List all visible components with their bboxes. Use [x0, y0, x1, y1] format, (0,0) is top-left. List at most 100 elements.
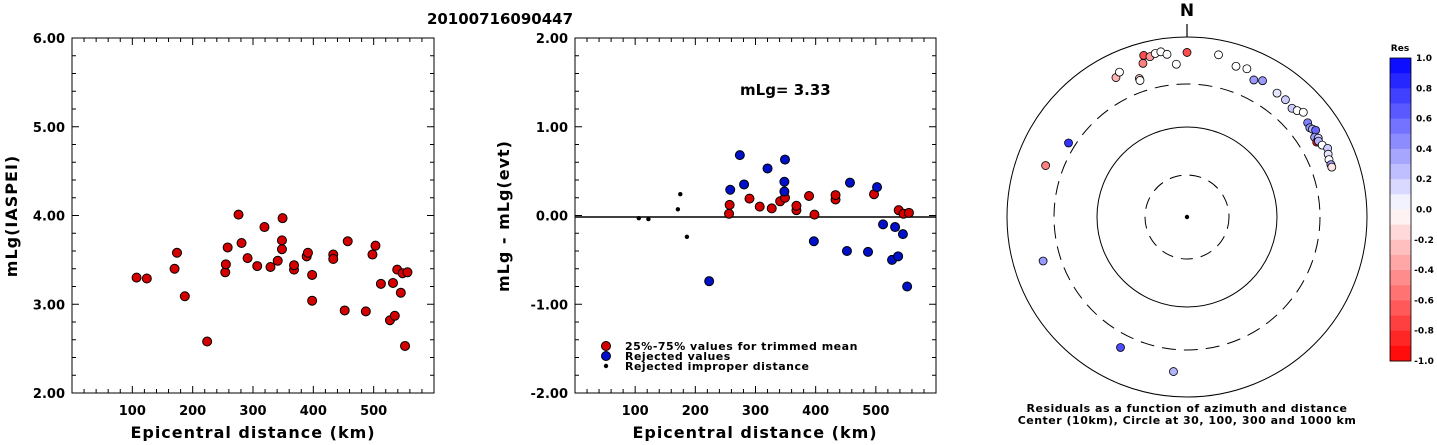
data-point	[169, 263, 180, 274]
colorbar-cell	[1390, 285, 1411, 301]
y-tick-label: 2.00	[33, 387, 65, 402]
y-axis-label: mLg - mLg(evt)	[494, 140, 513, 292]
ring-30km	[1144, 174, 1230, 260]
data-point	[744, 193, 755, 204]
x-tick-label: 400	[300, 404, 327, 419]
colorbar-cell	[1390, 88, 1411, 104]
colorbar-label: 0.4	[1416, 145, 1432, 155]
x-axis-label: Epicentral distance (km)	[632, 423, 877, 441]
x-tick-label: 200	[682, 404, 709, 419]
colorbar-cell	[1390, 179, 1411, 195]
data-point	[342, 236, 353, 247]
x-axis-label: Epicentral distance (km)	[130, 423, 375, 441]
data-point	[902, 281, 913, 292]
residual-point	[1135, 76, 1145, 85]
residual-point	[1038, 256, 1048, 266]
x-tick-label: 400	[802, 404, 829, 419]
y-tick-label: 4.00	[33, 210, 65, 225]
data-point	[878, 219, 889, 230]
colorbar-cell	[1390, 330, 1411, 347]
data-point	[809, 209, 820, 220]
data-point	[678, 192, 683, 197]
data-point	[389, 310, 400, 321]
residual-point	[1231, 61, 1241, 71]
colorbar-cell	[1390, 224, 1411, 241]
data-point	[276, 235, 287, 246]
residual-point	[1138, 58, 1148, 68]
data-point	[893, 251, 904, 262]
colorbar-cell	[1390, 270, 1411, 286]
residual-point	[1249, 75, 1259, 85]
data-point	[233, 209, 244, 220]
y-tick-label: 3.00	[33, 298, 65, 313]
legend-label: 25%-75% values for trimmed mean	[625, 340, 858, 353]
data-point	[367, 249, 378, 260]
data-point	[872, 182, 883, 193]
colorbar-cell	[1390, 148, 1411, 165]
data-point	[395, 287, 406, 298]
residual-point	[1041, 161, 1051, 170]
residual-point	[1162, 49, 1172, 59]
data-point	[636, 215, 641, 221]
data-point	[402, 267, 413, 278]
colorbar-cell	[1390, 118, 1411, 135]
data-point	[830, 190, 841, 201]
data-point	[252, 261, 263, 272]
y-tick-label: 2.00	[536, 32, 568, 47]
legend-label: Rejected improper distance	[625, 360, 809, 373]
colorbar-cell	[1390, 58, 1411, 74]
y-tick-label: 0.00	[536, 210, 568, 225]
colorbar-label: 0.6	[1416, 115, 1432, 125]
data-point	[841, 246, 852, 256]
colorbar-cell	[1390, 103, 1411, 120]
residual-point	[1214, 50, 1223, 60]
y-tick-label: -1.00	[531, 298, 568, 313]
caption-line-1: Residuals as a function of azimuth and d…	[1027, 402, 1348, 415]
azimuth-residual-plot: N Residuals as a function of azimuth and…	[1006, 1, 1368, 427]
colorbar-label: 0.2	[1416, 175, 1432, 185]
y-tick-label: 5.00	[33, 121, 65, 136]
data-point	[762, 163, 773, 174]
x-tick-label: 300	[742, 404, 769, 419]
residual-point	[1242, 64, 1252, 74]
data-point	[236, 238, 247, 249]
colorbar-title: Res	[1391, 44, 1409, 54]
ring-100km	[1096, 126, 1278, 308]
residual-point	[1281, 95, 1290, 105]
data-point	[779, 186, 790, 197]
legend-marker	[601, 341, 611, 351]
data-point	[903, 207, 914, 218]
data-point	[276, 244, 287, 255]
data-point	[222, 242, 233, 253]
colorbar-cell	[1390, 164, 1411, 180]
residual-point	[1298, 107, 1308, 117]
data-point	[400, 340, 411, 351]
data-point	[890, 222, 901, 233]
magnitude-vs-distance-chart: 100 200 300 400 500 2.00 3.00 4.00 5.00 6.00 Epic…	[2, 32, 435, 442]
data-point	[220, 259, 231, 270]
colorbar-cell	[1390, 300, 1411, 317]
data-point	[370, 240, 381, 251]
data-point	[272, 255, 283, 266]
data-point	[791, 200, 802, 211]
ring-300km	[1053, 83, 1321, 351]
colorbar-cell	[1390, 73, 1411, 89]
colorbar-cell	[1390, 133, 1411, 150]
data-point	[302, 247, 313, 258]
data-point	[724, 208, 735, 219]
data-point	[646, 216, 651, 222]
data-point	[339, 305, 350, 316]
data-point	[277, 213, 288, 224]
legend-marker	[601, 351, 611, 361]
data-point	[766, 203, 777, 214]
residual-point	[1182, 48, 1192, 57]
data-point	[259, 222, 270, 233]
data-point	[289, 260, 300, 271]
data-point	[387, 277, 398, 288]
x-tick-label: 500	[360, 404, 387, 419]
x-tick-label: 100	[622, 404, 649, 419]
residual-vs-distance-chart: 100 200 300 400 500 -2.00 -1.00 0.00 1.00 2.00 mL…	[494, 32, 937, 442]
colorbar-label: -1.0	[1414, 357, 1434, 367]
data-point	[804, 190, 815, 201]
residual-point	[1327, 162, 1337, 172]
